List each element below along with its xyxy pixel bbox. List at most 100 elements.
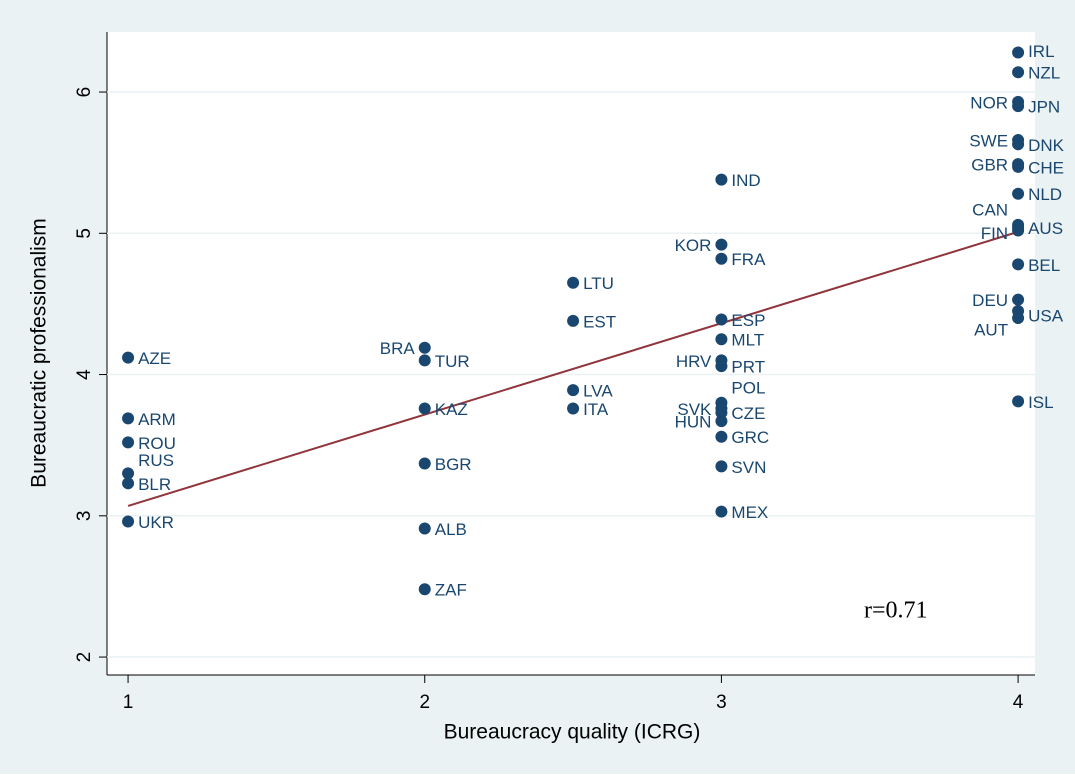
point bbox=[122, 515, 135, 528]
point bbox=[1012, 395, 1025, 408]
point-label: IND bbox=[731, 171, 760, 190]
point-label: LTU bbox=[583, 274, 614, 293]
point-label: POL bbox=[731, 378, 765, 397]
point bbox=[122, 351, 135, 364]
y-axis-title: Bureaucratic professionalism bbox=[28, 218, 51, 488]
point-label: DNK bbox=[1028, 136, 1065, 155]
point-label: AZE bbox=[138, 349, 171, 368]
point-label: SVK bbox=[677, 400, 712, 419]
x-tick-label: 3 bbox=[716, 692, 727, 713]
point-label: ROU bbox=[138, 434, 176, 453]
point bbox=[715, 505, 728, 518]
point bbox=[715, 238, 728, 251]
point bbox=[1012, 46, 1025, 59]
point bbox=[715, 430, 728, 443]
point-label: CZE bbox=[731, 404, 765, 423]
point-label: FIN bbox=[981, 224, 1008, 243]
point-label: MEX bbox=[731, 503, 768, 522]
point bbox=[715, 252, 728, 265]
point-label: ITA bbox=[583, 400, 609, 419]
y-tick-label: 4 bbox=[74, 369, 95, 380]
annotation: r=0.71 bbox=[864, 598, 928, 624]
point-label: SWE bbox=[969, 132, 1008, 151]
point-label: CHE bbox=[1028, 158, 1064, 177]
point-label: ESP bbox=[731, 311, 765, 330]
point-label: CAN bbox=[972, 200, 1008, 219]
point bbox=[1012, 187, 1025, 200]
point bbox=[567, 314, 580, 327]
point bbox=[418, 402, 431, 415]
x-axis-title: Bureaucracy quality (ICRG) bbox=[444, 721, 701, 744]
y-tick-label: 6 bbox=[74, 87, 95, 98]
point-label: ISL bbox=[1028, 393, 1054, 412]
point bbox=[715, 460, 728, 473]
point bbox=[1012, 224, 1025, 237]
point-label: JPN bbox=[1028, 98, 1060, 117]
point-label: HRV bbox=[676, 352, 712, 371]
point-label: NOR bbox=[970, 93, 1008, 112]
point-label: IRL bbox=[1028, 42, 1054, 61]
point bbox=[567, 384, 580, 397]
point-label: AUT bbox=[974, 321, 1008, 340]
point-label: USA bbox=[1028, 306, 1064, 325]
x-tick-label: 1 bbox=[123, 692, 134, 713]
point-label: ALB bbox=[435, 520, 467, 539]
point-label: SVN bbox=[731, 458, 766, 477]
point bbox=[715, 360, 728, 373]
y-tick-label: 2 bbox=[74, 652, 95, 663]
point bbox=[122, 477, 135, 490]
point-label: GBR bbox=[971, 156, 1008, 175]
x-tick-label: 4 bbox=[1013, 692, 1024, 713]
point-label: GRC bbox=[731, 428, 769, 447]
point-label: HUN bbox=[675, 413, 712, 432]
point-label: NLD bbox=[1028, 185, 1062, 204]
point bbox=[122, 412, 135, 425]
point bbox=[715, 173, 728, 186]
point-label: KOR bbox=[675, 236, 712, 255]
point bbox=[1012, 258, 1025, 271]
point bbox=[418, 457, 431, 470]
plot-area bbox=[107, 32, 1035, 675]
point bbox=[122, 467, 135, 480]
point bbox=[567, 402, 580, 415]
point-label: FRA bbox=[731, 250, 766, 269]
y-tick-label: 3 bbox=[74, 511, 95, 522]
point bbox=[1012, 293, 1025, 306]
point-label: EST bbox=[583, 312, 616, 331]
point-label: NZL bbox=[1028, 64, 1060, 83]
point bbox=[418, 522, 431, 535]
point-label: RUS bbox=[138, 451, 174, 470]
x-tick-label: 2 bbox=[419, 692, 430, 713]
point bbox=[418, 583, 431, 596]
point-label: KAZ bbox=[435, 400, 468, 419]
point-label: TUR bbox=[435, 352, 470, 371]
y-tick-label: 5 bbox=[74, 228, 95, 239]
fit-line bbox=[127, 230, 1019, 507]
point bbox=[1012, 100, 1025, 113]
point bbox=[1012, 312, 1025, 325]
point bbox=[715, 406, 728, 419]
point bbox=[567, 276, 580, 289]
point-label: BEL bbox=[1028, 256, 1060, 275]
point-label: LVA bbox=[583, 382, 613, 401]
point bbox=[1012, 138, 1025, 151]
point-label: ZAF bbox=[435, 581, 467, 600]
point-label: MLT bbox=[731, 331, 764, 350]
point-label: BGR bbox=[435, 455, 472, 474]
point bbox=[418, 341, 431, 354]
point-label: ARM bbox=[138, 410, 176, 429]
point-label: AUS bbox=[1028, 219, 1063, 238]
point bbox=[715, 313, 728, 326]
point bbox=[122, 436, 135, 449]
point bbox=[1012, 66, 1025, 79]
point-label: BRA bbox=[380, 339, 416, 358]
point-label: BLR bbox=[138, 475, 171, 494]
point-label: PRT bbox=[731, 358, 765, 377]
point bbox=[715, 333, 728, 346]
point-label: DEU bbox=[972, 291, 1008, 310]
point-label: UKR bbox=[138, 513, 174, 532]
point bbox=[715, 415, 728, 428]
point bbox=[1012, 160, 1025, 173]
point bbox=[418, 354, 431, 367]
